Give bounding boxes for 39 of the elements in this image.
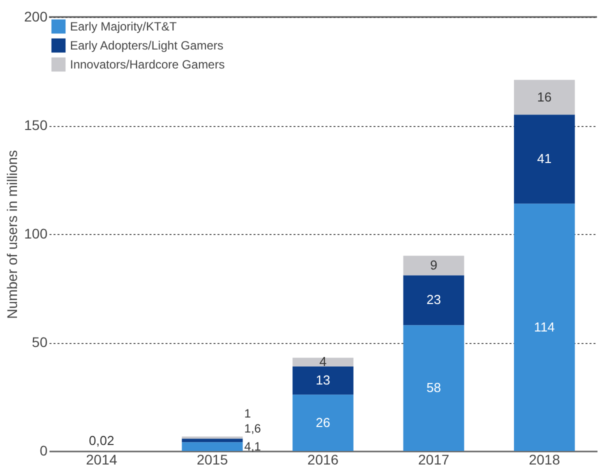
bar <box>514 114 575 204</box>
bar <box>292 394 354 451</box>
x-tick-label: 2018 <box>528 452 560 468</box>
legend-label: Early Adopters/Light Gamers <box>70 38 224 52</box>
legend-label: Innovators/Hardcore Gamers <box>70 58 225 72</box>
y-tick-label: 150 <box>24 117 48 133</box>
data-label: 13 <box>316 372 330 388</box>
data-label: 16 <box>537 89 552 104</box>
y-axis-title: Number of users in millions <box>4 150 20 319</box>
bar <box>403 256 464 276</box>
bar <box>514 80 575 115</box>
data-label: 58 <box>426 380 441 396</box>
bar <box>182 436 243 439</box>
data-label: 1 <box>244 406 252 421</box>
x-tick-label: 2014 <box>86 452 118 468</box>
data-label: 4 <box>319 354 327 370</box>
bar <box>182 438 243 442</box>
data-label: 4,1 <box>244 440 262 454</box>
data-label: 23 <box>426 292 441 308</box>
bar <box>514 204 575 451</box>
y-tick-label: 100 <box>24 226 48 242</box>
y-tick-label: 200 <box>24 8 48 24</box>
y-tick-label: 50 <box>32 334 48 350</box>
data-label: 26 <box>316 414 330 430</box>
bar <box>403 325 464 451</box>
x-tick-label: 2015 <box>196 452 228 468</box>
bar <box>292 358 354 366</box>
bar <box>182 442 243 451</box>
bar <box>292 366 354 395</box>
data-label: 114 <box>534 319 555 334</box>
bar <box>403 275 464 326</box>
y-tick-label: 0 <box>40 442 48 458</box>
data-label: 0,02 <box>88 432 114 448</box>
data-label: 9 <box>430 257 438 272</box>
x-tick-label: 2017 <box>418 452 450 468</box>
data-label: 41 <box>537 151 552 166</box>
legend-label: Early Majority/KT&T <box>70 20 178 34</box>
x-tick-label: 2016 <box>307 452 339 468</box>
data-label: 1,6 <box>244 421 262 436</box>
